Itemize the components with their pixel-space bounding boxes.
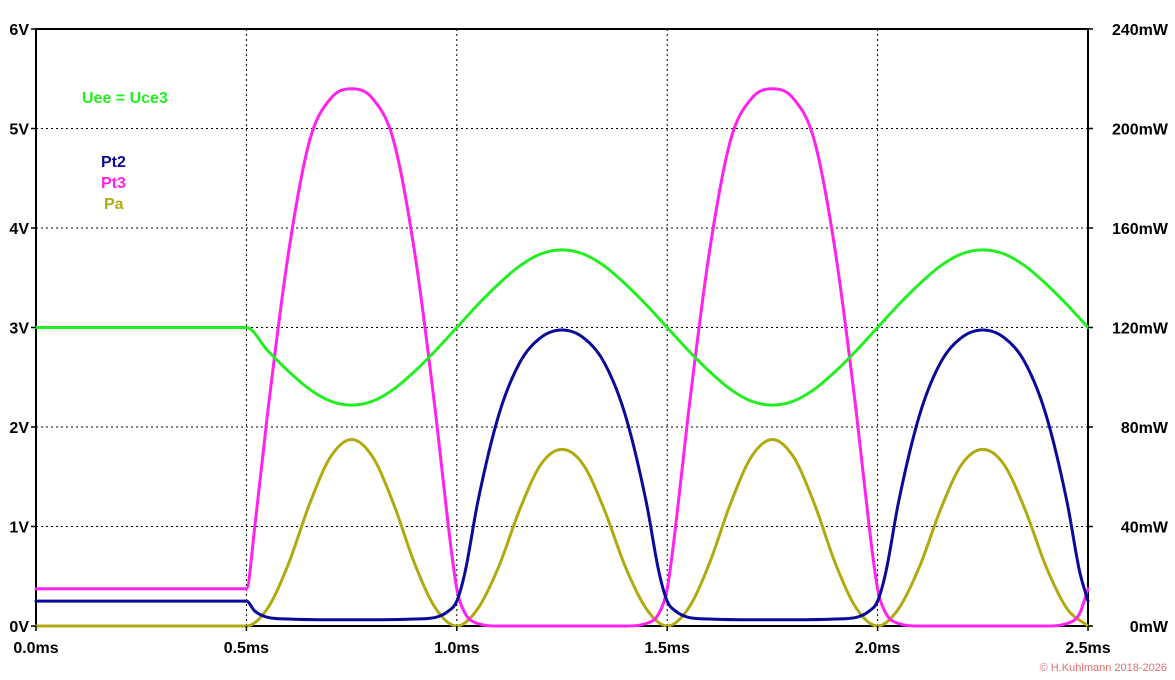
y-left-tick-label: 4V	[9, 221, 29, 238]
x-tick-label: 1.0ms	[434, 640, 479, 657]
x-tick-label: 0.0ms	[13, 640, 58, 657]
series-group	[34, 87, 1090, 628]
y-left-tick-label: 0V	[9, 619, 29, 636]
y-right-tick-label: 80mW	[1121, 420, 1169, 437]
series-line-uee-uce3	[34, 248, 1090, 407]
legend-pt3: Pt3	[101, 175, 126, 192]
x-tick-label: 0.5ms	[224, 640, 269, 657]
legend-pt2: Pt2	[101, 154, 126, 171]
x-tick-label: 2.5ms	[1065, 640, 1110, 657]
y-right-tick-label: 120mW	[1112, 321, 1169, 338]
y-left-tick-label: 6V	[9, 22, 29, 39]
y-left-tick-label: 3V	[9, 321, 29, 338]
y-right-tick-label: 0mW	[1130, 619, 1169, 636]
y-right-tick-label: 160mW	[1112, 221, 1169, 238]
series-line-pt3	[34, 87, 1090, 628]
y-right-tick-label: 40mW	[1121, 520, 1169, 537]
legend-uee: Uee = Uce3	[82, 90, 168, 107]
y-left-tick-label: 5V	[9, 122, 29, 139]
copyright: © H.Kuhlmann 2018-2026	[1040, 662, 1167, 674]
y-left-tick-label: 2V	[9, 420, 29, 437]
series-line-pt2	[34, 328, 1090, 622]
series-line-pa	[34, 437, 1090, 628]
y-left-tick-label: 1V	[9, 520, 29, 537]
legend-pa: Pa	[104, 196, 124, 213]
y-right-tick-label: 240mW	[1112, 22, 1169, 39]
x-tick-label: 2.0ms	[855, 640, 900, 657]
tick-group: 0.0ms 0.5ms 1.0ms 1.5ms 2.0ms 2.5ms 0V 0mW 1V 40m…	[9, 22, 1168, 657]
y-right-tick-label: 200mW	[1112, 122, 1169, 139]
x-tick-label: 1.5ms	[645, 640, 690, 657]
